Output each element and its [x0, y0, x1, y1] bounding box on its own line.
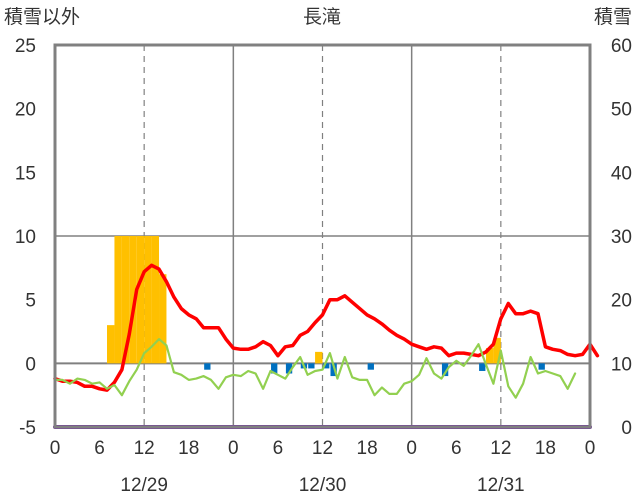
left-tick-label: 15: [15, 163, 36, 184]
right-tick-label: 0: [621, 418, 632, 439]
right-tick-label: 50: [611, 100, 632, 121]
snowfall-bar: [129, 236, 137, 364]
precip-bar: [271, 363, 278, 374]
snowfall-bar: [144, 236, 152, 364]
x-hour-tick-label: 12: [312, 438, 333, 459]
x-hour-tick-label: 0: [406, 438, 417, 459]
left-tick-label: -5: [19, 418, 36, 439]
x-hour-tick-label: 6: [273, 438, 284, 459]
snowfall-bar: [136, 236, 145, 364]
precip-bar: [538, 363, 545, 370]
x-hour-tick-label: 12: [490, 438, 511, 459]
right-tick-label: 60: [611, 36, 632, 57]
x-hour-tick-label: 12: [134, 438, 155, 459]
x-hour-tick-label: 18: [357, 438, 378, 459]
plot-border: [53, 43, 592, 429]
bars-layer: [107, 236, 545, 377]
snowfall-bar: [107, 325, 115, 364]
snowfall-bar: [315, 351, 323, 364]
left-tick-label: 10: [15, 227, 36, 248]
precip-bar: [441, 363, 449, 377]
precip-bar: [479, 363, 486, 371]
snowfall-bar: [485, 348, 494, 364]
x-day-label: 12/29: [120, 475, 168, 496]
snowfall-bar: [121, 236, 130, 364]
x-hour-tick-label: 18: [535, 438, 556, 459]
x-hour-tick-label: 18: [178, 438, 199, 459]
left-tick-label: 20: [15, 100, 36, 121]
precip-bar: [367, 363, 374, 370]
right-axis-title: 積雪: [594, 6, 632, 28]
snowfall-bar: [114, 236, 122, 364]
x-hour-tick-label: 0: [228, 438, 239, 459]
left-tick-label: 25: [15, 36, 36, 57]
x-hour-tick-label: 0: [585, 438, 596, 459]
x-hour-tick-label: 0: [50, 438, 61, 459]
plot-frame: [53, 43, 592, 429]
precip-bar: [204, 363, 211, 370]
right-tick-label: 40: [611, 163, 632, 184]
snowfall-bar: [493, 337, 501, 364]
x-hour-tick-label: 6: [94, 438, 105, 459]
right-tick-label: 10: [611, 354, 632, 375]
snowfall-bar: [159, 274, 167, 364]
temp_change-line: [53, 338, 577, 399]
temperature-line: [53, 263, 600, 392]
x-day-label: 12/31: [477, 475, 525, 496]
right-tick-label: 30: [611, 227, 632, 248]
snowfall-bar: [151, 236, 160, 364]
x-hour-tick-label: 6: [451, 438, 462, 459]
x-day-label: 12/30: [299, 475, 347, 496]
left-axis-title: 積雪以外: [4, 6, 80, 28]
precip-bar: [323, 363, 330, 369]
right-tick-label: 20: [611, 291, 632, 312]
precip-bar: [308, 363, 315, 369]
left-tick-label: 5: [25, 291, 36, 312]
precip-bar: [285, 363, 293, 374]
left-tick-label: 0: [25, 354, 36, 375]
chart-title: 長滝: [303, 6, 341, 28]
